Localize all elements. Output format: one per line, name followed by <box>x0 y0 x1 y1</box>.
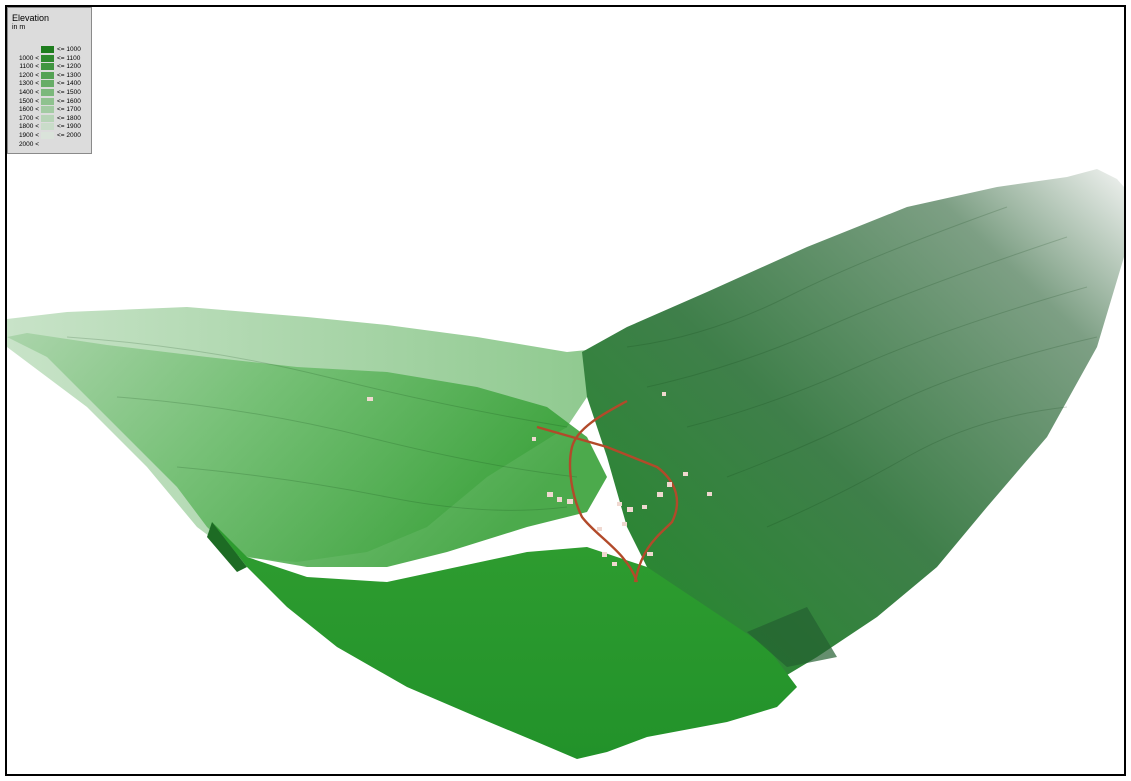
legend-lower-bound: 2000 < <box>18 140 39 148</box>
legend-row: 1300 < <= 1400 <box>8 80 93 88</box>
legend-row: 2000 < <box>8 141 93 148</box>
legend-row: 1800 < <= 1900 <box>8 123 93 131</box>
legend-lower-bound: 1700 < <box>18 114 39 122</box>
valley-floor <box>212 522 797 759</box>
legend-swatch <box>41 54 54 62</box>
legend-upper-bound: <= 1700 <box>57 106 81 114</box>
legend-lower-bound: 1400 < <box>18 89 39 96</box>
legend-upper-bound: <= 1400 <box>57 80 81 88</box>
legend-unit: in m <box>12 24 26 31</box>
legend-upper-bound: <= 1000 <box>57 46 81 53</box>
legend-swatch <box>41 97 54 105</box>
legend-upper-bound: <= 1600 <box>57 97 81 105</box>
legend-row: <= 1000 <box>8 46 93 53</box>
legend-swatch <box>41 63 54 71</box>
legend-upper-bound: <= 1900 <box>57 123 81 131</box>
legend-upper-bound: <= 1200 <box>57 63 81 71</box>
legend-swatch <box>41 123 54 131</box>
legend-upper-bound: <= 1500 <box>57 89 81 96</box>
legend-lower-bound: 1200 < <box>18 71 39 79</box>
legend-row: 1200 < <= 1300 <box>8 71 93 79</box>
terrain-3d-view[interactable] <box>7 7 1124 774</box>
right-mountain <box>582 169 1124 687</box>
legend-swatch <box>41 132 54 139</box>
legend-row: 1100 < <= 1200 <box>8 63 93 71</box>
legend-lower-bound: 1100 < <box>19 63 39 71</box>
legend-row: 1000 < <= 1100 <box>8 54 93 62</box>
left-slope <box>7 333 607 567</box>
legend-swatch <box>41 71 54 79</box>
terrain-contours <box>66 206 1098 528</box>
legend-lower-bound: 1600 < <box>18 106 39 114</box>
legend-swatch <box>41 46 54 53</box>
legend-row: 1400 < <= 1500 <box>8 89 93 96</box>
legend-row: 1700 < <= 1800 <box>8 114 93 122</box>
legend-title: Elevation <box>12 13 50 23</box>
legend-row: 1500 < <= 1600 <box>8 97 93 105</box>
legend-lower-bound: 1500 < <box>18 97 39 105</box>
map-frame: Elevation in m <= 1000 1000 < <= 1100 1100 … <box>5 5 1126 776</box>
legend-upper-bound: <= 2000 <box>57 132 81 139</box>
legend-upper-bound: <= 1100 <box>57 54 81 62</box>
legend-swatch <box>41 80 54 88</box>
road-network <box>536 399 679 583</box>
elevation-legend: Elevation in m <= 1000 1000 < <= 1100 1100 … <box>7 7 92 154</box>
legend-swatch <box>41 114 54 122</box>
legend-row: 1900 < <= 2000 <box>8 132 93 139</box>
legend-upper-bound: <= 1300 <box>57 71 81 79</box>
legend-swatch <box>41 89 54 96</box>
right-cliff <box>747 607 837 667</box>
legend-lower-bound: 1800 < <box>18 123 39 131</box>
legend-lower-bound: 1300 < <box>18 80 39 88</box>
left-cliff <box>207 522 247 572</box>
legend-swatch <box>41 106 54 114</box>
legend-row: 1600 < <= 1700 <box>8 106 93 114</box>
legend-upper-bound: <= 1800 <box>57 114 81 122</box>
buildings <box>367 392 712 566</box>
legend-lower-bound: 1000 < <box>18 54 39 62</box>
legend-lower-bound: 1900 < <box>18 132 39 139</box>
